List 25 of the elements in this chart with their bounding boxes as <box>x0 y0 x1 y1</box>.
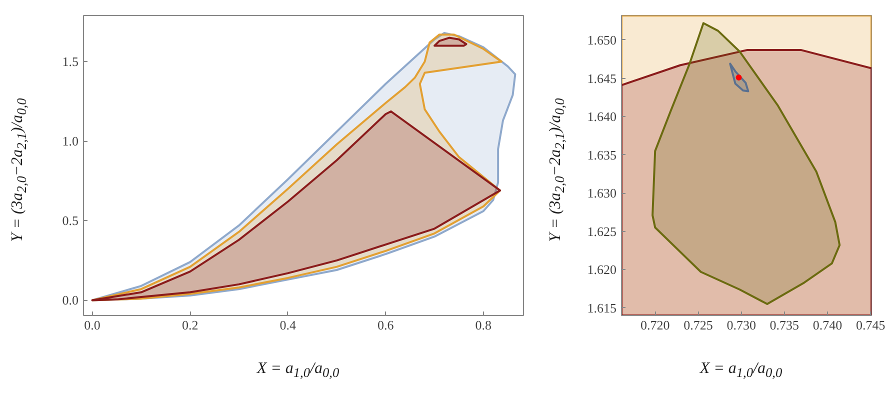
x-tick-label: 0.740 <box>812 318 842 332</box>
x-tick-label: 0.6 <box>378 318 394 332</box>
x-tick-label: 0.745 <box>856 318 886 332</box>
x-axis-title: X = a$_{1,0}$/a$_{0,0}$ <box>698 359 784 382</box>
y-tick-label: 0.0 <box>62 292 78 308</box>
y-tick-label: 1.5 <box>62 54 78 70</box>
y-tick-label: 1.635 <box>587 147 616 162</box>
x-tick-label: 0.735 <box>770 318 800 332</box>
y-tick-label: 1.640 <box>587 109 616 124</box>
y-tick-label: 1.0 <box>62 134 78 149</box>
x-tick-label: 0.8 <box>475 318 492 332</box>
x-tick-label: 0.2 <box>182 318 198 332</box>
y-tick-label: 1.620 <box>587 262 616 278</box>
y-tick-label: 1.625 <box>587 224 616 239</box>
x-tick-label: 0.4 <box>280 318 296 332</box>
x-tick-label: 0.725 <box>684 318 713 332</box>
y-tick-label: 1.630 <box>587 186 616 201</box>
x-axis-title: X = a$_{1,0}$/a$_{0,0}$ <box>255 359 340 382</box>
x-tick-label: 0.730 <box>726 318 756 332</box>
x-tick-label: 0.720 <box>640 318 670 332</box>
y-tick-label: 0.5 <box>62 213 78 228</box>
y-tick-label: 1.615 <box>587 300 616 316</box>
y-tick-label: 1.645 <box>587 70 616 86</box>
y-tick-label: 1.650 <box>587 32 616 48</box>
x-tick-label: 0.0 <box>84 318 100 332</box>
